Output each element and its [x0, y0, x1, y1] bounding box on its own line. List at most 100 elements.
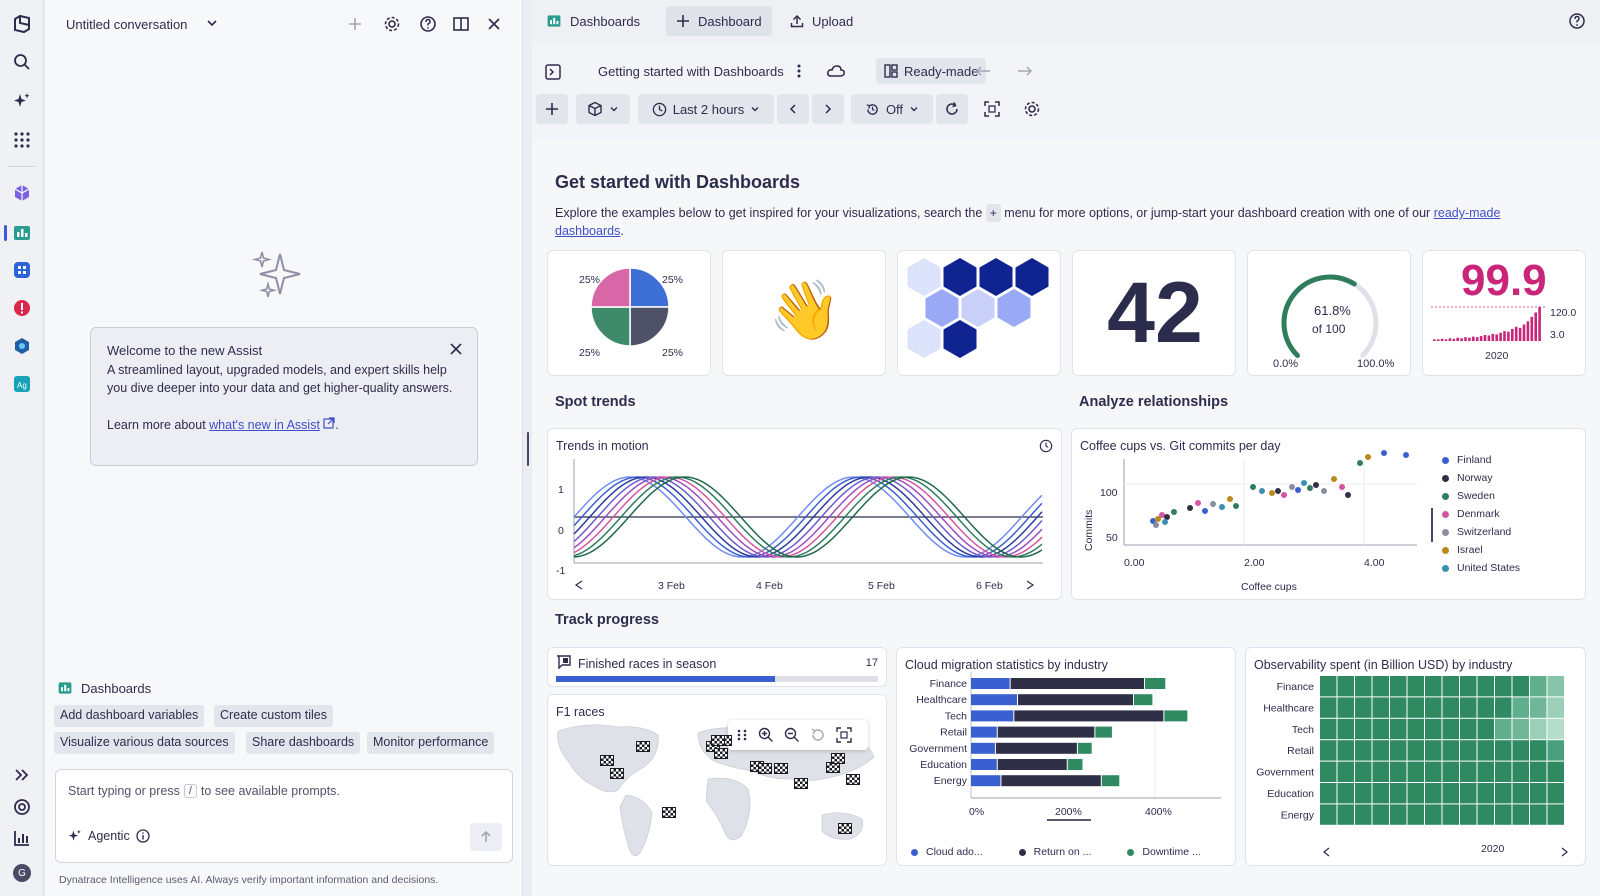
auto-refresh-selector[interactable]: Off	[851, 94, 933, 124]
apps-blue-icon[interactable]	[10, 258, 34, 282]
close-icon[interactable]	[484, 14, 504, 34]
race-flag-icon[interactable]	[711, 735, 725, 746]
heatmap-cell-4-10	[1495, 761, 1512, 782]
single-value-tile[interactable]: 42	[1072, 250, 1236, 376]
time-forward-button[interactable]	[812, 94, 844, 124]
undo-icon[interactable]	[975, 64, 992, 81]
gauge-tile[interactable]: 61.8% of 100 0.0% 100.0%	[1247, 250, 1411, 376]
whats-new-link[interactable]: what's new in Assist	[209, 417, 320, 432]
cloud-migration-tile[interactable]: Cloud migration statistics by industry 0…	[896, 647, 1236, 866]
fullscreen-icon[interactable]	[976, 94, 1008, 124]
tab-dashboards[interactable]: Dashboards	[536, 6, 650, 36]
time-back-button[interactable]	[777, 94, 809, 124]
chip-visualize-data-sources[interactable]: Visualize various data sources	[54, 732, 235, 754]
user-avatar[interactable]: G	[10, 861, 34, 885]
send-button[interactable]	[470, 823, 502, 851]
segments-button[interactable]	[576, 94, 630, 124]
cube-app-icon[interactable]	[10, 181, 34, 205]
race-flag-icon[interactable]	[610, 768, 624, 779]
scatter-legend-item[interactable]: Sweden	[1442, 487, 1520, 505]
refresh-button[interactable]	[936, 94, 968, 124]
spark-bar-13	[1483, 334, 1487, 341]
race-flag-icon[interactable]	[838, 823, 852, 834]
cloud-legend-item[interactable]: Return on ...	[1018, 843, 1091, 861]
agentic-toggle[interactable]: Agentic	[68, 829, 150, 843]
heatmap-cell-3-13	[1547, 740, 1564, 761]
dashboard-name[interactable]: Getting started with Dashboards	[598, 64, 784, 79]
race-flag-icon[interactable]	[662, 807, 676, 818]
pie-tile[interactable]: 25% 25% 25% 25%	[547, 250, 711, 376]
scatter-legend-item[interactable]: United States	[1442, 559, 1520, 577]
help-lifebuoy-icon[interactable]	[10, 795, 34, 819]
finished-races-tile[interactable]: Finished races in season 17	[547, 647, 887, 687]
cloud-sync-icon	[826, 63, 846, 82]
ready-made-button[interactable]: Ready-made	[876, 58, 987, 84]
dashboards-app-icon[interactable]	[10, 221, 34, 245]
prompt-input[interactable]: Start typing or press / to see available…	[55, 769, 513, 863]
legend-resize-handle[interactable]	[1431, 508, 1433, 542]
race-flag-icon[interactable]	[846, 774, 860, 785]
trends-tile[interactable]: Trends in motion 1 0 -1 3 Feb 4 Feb 5 Fe…	[547, 428, 1062, 600]
race-flag-icon[interactable]	[600, 755, 614, 766]
emoji-tile[interactable]: 👋	[722, 250, 886, 376]
ag-app-icon[interactable]: Ag	[10, 372, 34, 396]
chevron-down-icon[interactable]	[205, 16, 219, 33]
heatmap-cell-0-7	[1442, 676, 1459, 697]
race-flag-icon[interactable]	[714, 748, 728, 759]
conversation-title[interactable]: Untitled conversation	[66, 17, 188, 32]
new-conversation-plus-icon[interactable]	[345, 14, 365, 34]
cloud-bar-0-1	[1010, 678, 1145, 689]
redo-icon[interactable]	[1016, 64, 1033, 81]
split-view-icon[interactable]	[451, 14, 471, 34]
kubernetes-app-icon[interactable]	[10, 334, 34, 358]
tab-dashboard[interactable]: Dashboard	[666, 6, 772, 36]
cloud-legend-item[interactable]: Cloud ado...	[911, 843, 983, 861]
heatmap-cell-6-10	[1495, 804, 1512, 825]
scatter-point-6	[1171, 509, 1177, 515]
scatter-legend-item[interactable]: Norway	[1442, 469, 1520, 487]
sparkline-tile[interactable]: 99.9 120.0 3.0 2020	[1422, 250, 1586, 376]
expand-icon[interactable]	[10, 763, 34, 787]
race-flag-icon[interactable]	[794, 778, 808, 789]
scatter-legend-item[interactable]: Switzerland	[1442, 523, 1520, 541]
tab-upload[interactable]: Upload	[780, 6, 863, 36]
race-flag-icon[interactable]	[831, 753, 845, 764]
more-options-icon[interactable]	[796, 63, 802, 82]
ready-made-dashboards-link[interactable]: ready-made dashboards	[555, 206, 1501, 238]
toggle-sidebar-icon[interactable]	[544, 63, 562, 84]
race-flag-icon[interactable]	[636, 741, 650, 752]
assist-sparkle-icon	[250, 250, 310, 305]
legend-dot	[1442, 456, 1449, 464]
panel-resize-handle[interactable]	[527, 432, 529, 466]
add-tile-button[interactable]	[536, 94, 568, 124]
external-link-icon[interactable]	[320, 416, 336, 432]
chip-monitor-performance[interactable]: Monitor performance	[367, 732, 495, 754]
scatter-legend-item[interactable]: Israel	[1442, 541, 1520, 559]
chip-add-dashboard-variables[interactable]: Add dashboard variables	[54, 705, 205, 727]
timeframe-selector[interactable]: Last 2 hours	[638, 94, 774, 124]
dynatrace-logo-icon[interactable]	[10, 12, 34, 36]
race-flag-icon[interactable]	[774, 763, 788, 774]
chip-share-dashboards[interactable]: Share dashboards	[246, 732, 361, 754]
chip-create-custom-tiles[interactable]: Create custom tiles	[214, 705, 333, 727]
f1-map-tile[interactable]: F1 races	[547, 694, 887, 866]
honeycomb-tile[interactable]	[897, 250, 1061, 376]
help-icon[interactable]	[1568, 12, 1586, 33]
search-icon[interactable]	[10, 50, 34, 74]
apps-grid-icon[interactable]	[10, 128, 34, 152]
sparkle-icon[interactable]	[10, 89, 34, 113]
help-icon[interactable]	[418, 14, 438, 34]
scatter-legend-item[interactable]: Denmark	[1442, 505, 1520, 523]
analytics-icon[interactable]	[10, 826, 34, 850]
welcome-close-icon[interactable]	[449, 342, 463, 362]
dashboard-settings-icon[interactable]	[1016, 94, 1048, 124]
scatter-legend-item[interactable]: Finland	[1442, 451, 1520, 469]
gear-icon[interactable]	[382, 14, 402, 34]
clock-icon[interactable]	[1039, 439, 1053, 456]
scatter-tile[interactable]: Coffee cups vs. Git commits per day Comm…	[1071, 428, 1586, 600]
cloud-legend-item[interactable]: Downtime ...	[1127, 843, 1201, 861]
race-flag-icon[interactable]	[758, 763, 772, 774]
problems-app-icon[interactable]	[10, 296, 34, 320]
observability-heatmap-tile[interactable]: Observability spent (in Billion USD) by …	[1245, 647, 1586, 866]
cloud-xtick-0: 0%	[969, 806, 984, 818]
